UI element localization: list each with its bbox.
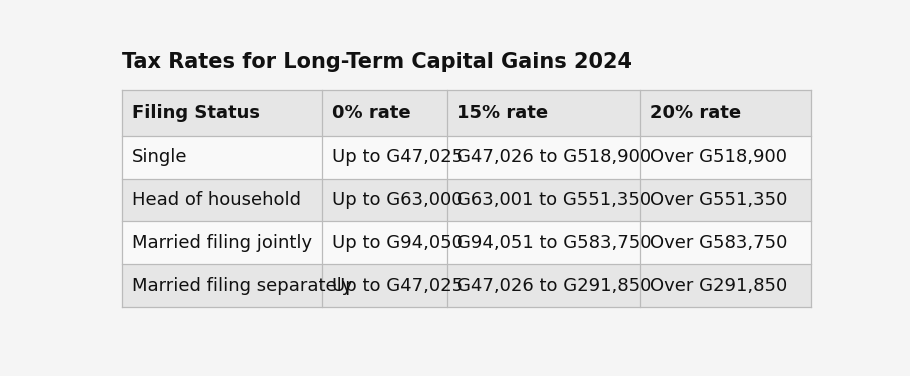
Bar bbox=[640, 221, 811, 264]
Bar bbox=[322, 179, 447, 221]
Text: Up to G94,050: Up to G94,050 bbox=[331, 234, 462, 252]
Bar bbox=[447, 136, 640, 179]
Text: Married filing jointly: Married filing jointly bbox=[132, 234, 312, 252]
Bar bbox=[122, 136, 322, 179]
Text: Up to G47,025: Up to G47,025 bbox=[331, 277, 463, 295]
Bar bbox=[640, 264, 811, 307]
Bar bbox=[322, 264, 447, 307]
Text: Married filing separately: Married filing separately bbox=[132, 277, 352, 295]
Text: Head of household: Head of household bbox=[132, 191, 301, 209]
Text: Over G518,900: Over G518,900 bbox=[650, 148, 787, 166]
Text: Filing Status: Filing Status bbox=[132, 104, 260, 122]
Text: Up to G63,000: Up to G63,000 bbox=[331, 191, 462, 209]
Bar bbox=[640, 179, 811, 221]
Text: Over G583,750: Over G583,750 bbox=[650, 234, 787, 252]
Bar bbox=[322, 90, 447, 136]
Text: G63,001 to G551,350: G63,001 to G551,350 bbox=[457, 191, 651, 209]
Bar bbox=[122, 221, 322, 264]
Text: 0% rate: 0% rate bbox=[331, 104, 410, 122]
Bar bbox=[322, 221, 447, 264]
Bar bbox=[122, 264, 322, 307]
Bar bbox=[640, 90, 811, 136]
Bar bbox=[122, 90, 322, 136]
Text: G47,026 to G518,900: G47,026 to G518,900 bbox=[457, 148, 651, 166]
Text: Over G551,350: Over G551,350 bbox=[650, 191, 787, 209]
Text: G47,026 to G291,850: G47,026 to G291,850 bbox=[457, 277, 651, 295]
Text: Up to G47,025: Up to G47,025 bbox=[331, 148, 463, 166]
Bar bbox=[447, 221, 640, 264]
Text: G94,051 to G583,750: G94,051 to G583,750 bbox=[457, 234, 651, 252]
Bar bbox=[322, 136, 447, 179]
Text: 20% rate: 20% rate bbox=[650, 104, 741, 122]
Text: Tax Rates for Long-Term Capital Gains 2024: Tax Rates for Long-Term Capital Gains 20… bbox=[122, 52, 632, 72]
Text: Over G291,850: Over G291,850 bbox=[650, 277, 787, 295]
Bar bbox=[447, 90, 640, 136]
Bar bbox=[447, 179, 640, 221]
Bar bbox=[447, 264, 640, 307]
Text: Single: Single bbox=[132, 148, 187, 166]
Text: 15% rate: 15% rate bbox=[457, 104, 548, 122]
Bar bbox=[640, 136, 811, 179]
Bar bbox=[122, 179, 322, 221]
